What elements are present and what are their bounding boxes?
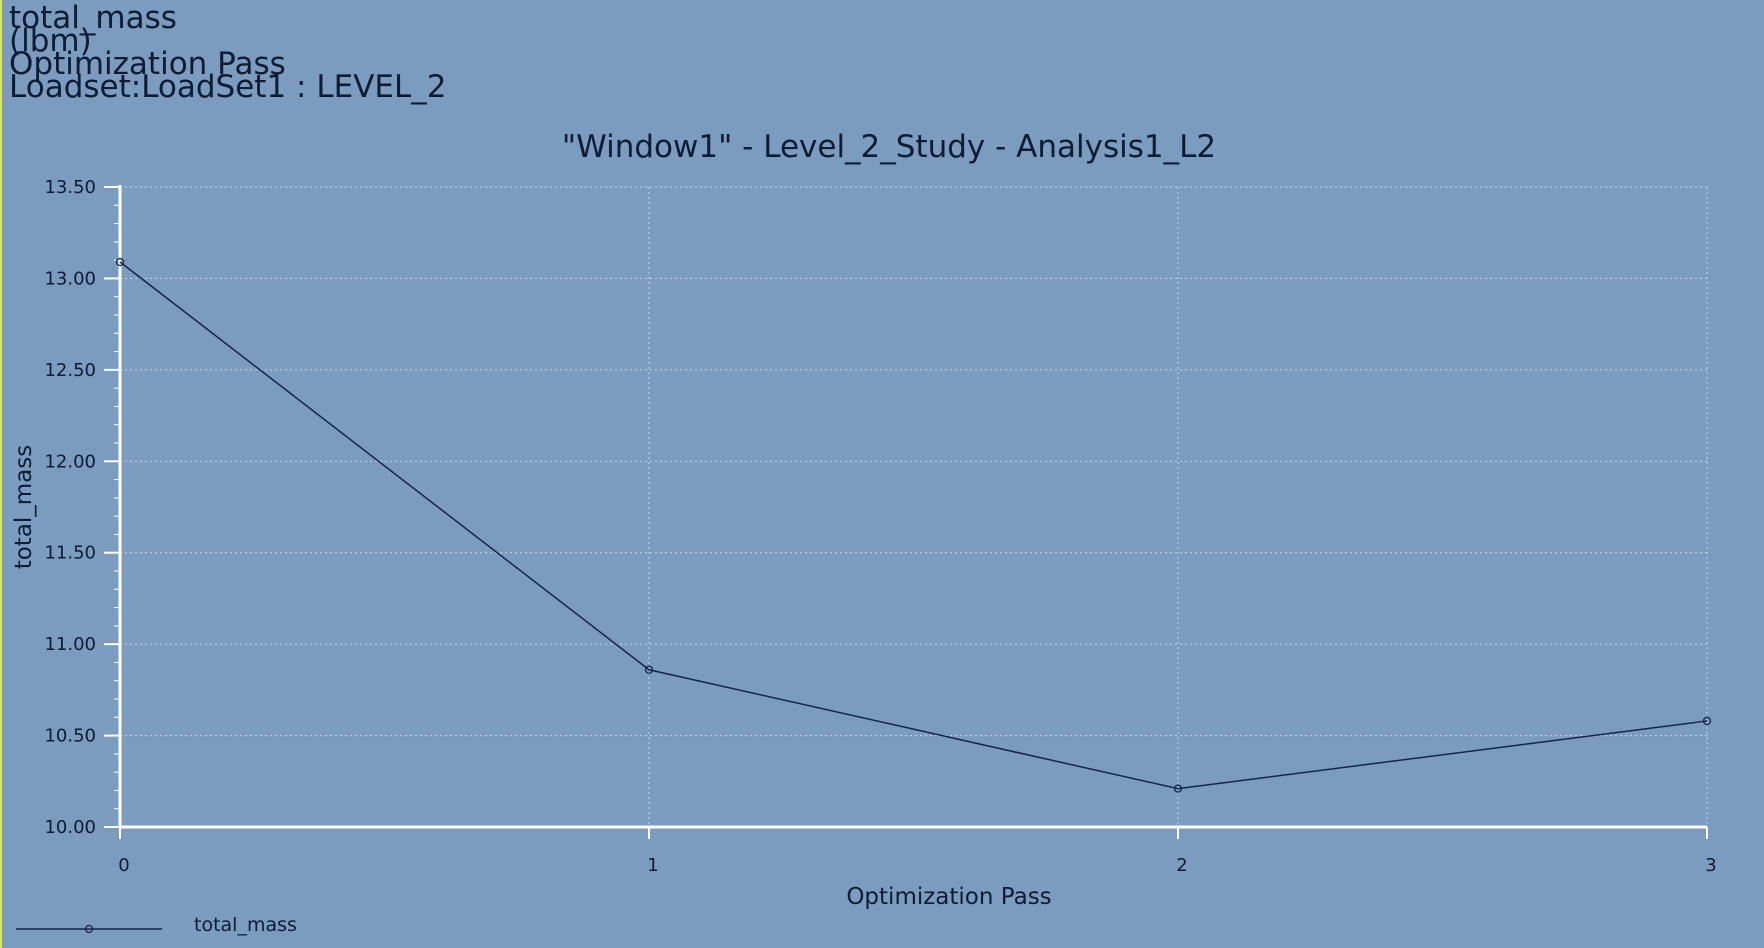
data-point (1173, 784, 1183, 793)
y-tick-label: 13.50 (44, 177, 96, 198)
y-tick-label: 12.00 (44, 451, 96, 472)
legend-marker (84, 924, 94, 934)
data-point (644, 665, 654, 674)
header-loadset: Loadset:LoadSet1 : LEVEL_2 (9, 69, 447, 105)
data-point (1702, 716, 1712, 726)
y-axis-label: total_mass (11, 445, 37, 570)
y-tick-label: 10.00 (44, 817, 96, 838)
x-tick-label: 3 (1705, 855, 1716, 876)
y-tick-label: 13.00 (44, 268, 96, 289)
y-tick-label: 12.50 (44, 360, 96, 381)
y-tick-label: 11.50 (44, 543, 96, 564)
y-tick-label: 11.00 (44, 634, 96, 655)
x-axis-label: Optimization Pass (846, 884, 1051, 910)
chart-title: "Window1" - Level_2_Study - Analysis1_L2 (562, 129, 1216, 165)
header-quantity: total_mass (9, 0, 177, 36)
x-tick-label: 1 (647, 855, 658, 876)
header-units: (lbm) (9, 23, 92, 59)
legend-label: total_mass (194, 914, 297, 936)
series-line-total_mass (119, 261, 1708, 790)
header-x-variable: Optimization Pass (9, 46, 286, 82)
y-tick-label: 10.50 (44, 726, 96, 747)
x-tick-label: 2 (1176, 855, 1187, 876)
x-tick-label: 0 (118, 855, 129, 876)
data-point (115, 257, 125, 267)
